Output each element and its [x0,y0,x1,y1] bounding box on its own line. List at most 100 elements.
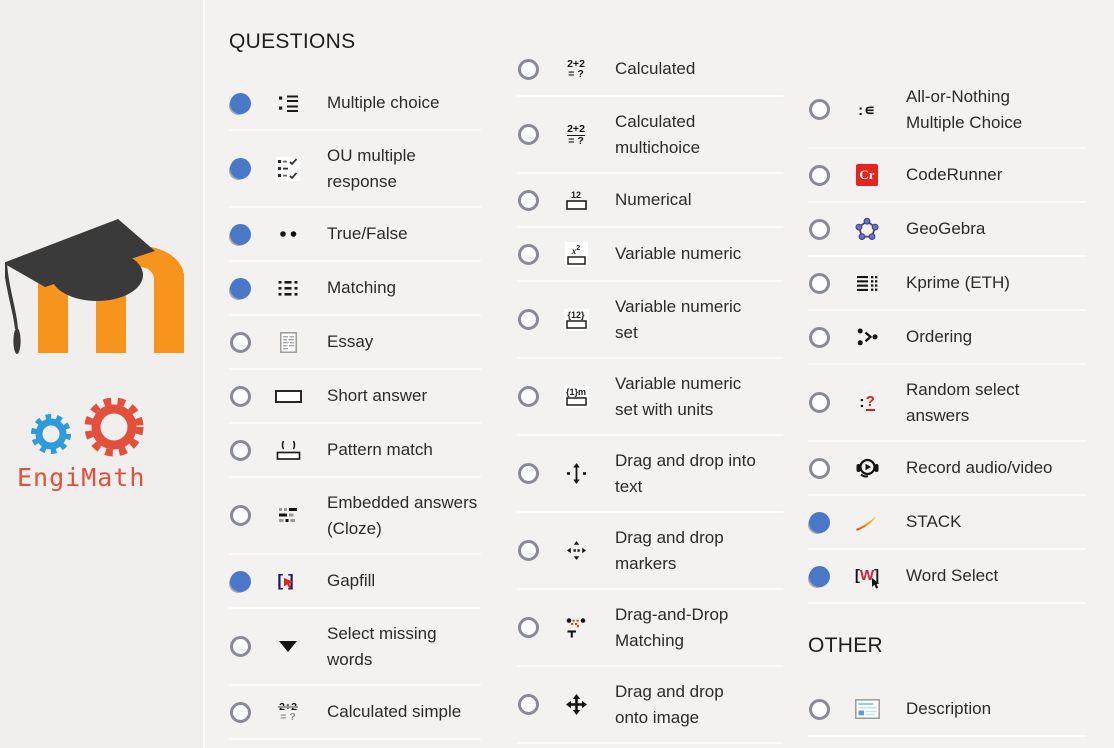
radio-pattern-match[interactable] [230,439,251,461]
question-type-label[interactable]: Drag and drop into text [615,450,756,496]
question-type-label[interactable]: GeoGebra [906,219,986,238]
question-type-label[interactable]: Essay [327,332,374,351]
question-type-label[interactable]: Record audio/video [906,458,1053,477]
question-type-label[interactable]: OU multiple response [327,145,416,191]
radio-variable-numeric-set-with-units[interactable] [518,386,539,407]
radio-all-or-nothing-multiple-choice[interactable] [809,99,830,120]
question-type-row-gapfill[interactable]: [] Gapfill [229,555,481,609]
question-type-label[interactable]: Matching [327,278,396,297]
question-type-row-true-false[interactable]: True/False [229,208,481,262]
radio-drag-and-drop-onto-image[interactable] [518,694,539,715]
question-type-label[interactable]: STACK [906,512,962,531]
question-type-row-record-audio-video[interactable]: Record audio/video [808,442,1086,496]
question-type-label[interactable]: All-or-Nothing Multiple Choice [906,86,1023,132]
question-type-row-kprime-eth[interactable]: Kprime (ETH) [808,257,1086,311]
radio-kprime-eth[interactable] [809,272,830,294]
radio-drag-and-drop-into-text[interactable] [518,463,539,484]
question-type-label[interactable]: True/False [327,224,408,243]
question-type-row-drag-and-drop-matching[interactable]: Drag-and-Drop Matching [517,590,783,667]
question-type-row-geogebra[interactable]: GeoGebra [808,203,1086,257]
question-type-row-pattern-match[interactable]: Pattern match [229,424,481,478]
question-type-label[interactable]: Calculated multichoice [615,111,701,157]
question-type-label[interactable]: Calculated [615,59,696,78]
question-type-label[interactable]: Pattern match [327,440,433,459]
radio-stack-selected[interactable] [809,511,830,533]
radio-record-audio-video[interactable] [809,457,830,479]
question-type-row-ordering[interactable]: Ordering [808,311,1086,365]
question-type-row-matching[interactable]: Matching [229,262,481,316]
question-type-row-select-missing-words[interactable]: Select missing words [229,609,481,686]
question-type-label[interactable]: Gapfill [327,571,376,590]
radio-drag-and-drop-matching[interactable] [518,617,539,638]
description-icon [853,695,881,723]
question-type-row-variable-numeric-set-with-units[interactable]: {1}m Variable numeric set with units [517,359,783,436]
question-type-label[interactable]: Numerical [615,190,692,209]
question-type-label[interactable]: Drag and drop onto image [615,681,724,727]
engimath-wordmark: EngiMath [17,463,146,492]
radio-drag-and-drop-markers[interactable] [518,540,539,561]
radio-true-false-selected[interactable] [230,223,251,245]
numerical-icon: 12 [562,186,590,214]
radio-multiple-choice-selected[interactable] [230,92,251,114]
question-type-row-all-or-nothing-multiple-choice[interactable]: :∊ All-or-Nothing Multiple Choice [808,72,1086,149]
question-type-row-drag-and-drop-onto-image[interactable]: Drag and drop onto image [517,667,783,744]
question-type-row-multiple-choice[interactable]: Multiple choice [229,77,481,131]
question-type-row-variable-numeric[interactable]: x2 Variable numeric [517,228,783,282]
question-type-label[interactable]: Variable numeric [615,244,742,263]
question-type-label[interactable]: Word Select [906,566,999,585]
question-type-label[interactable]: CodeRunner [906,165,1003,184]
question-type-row-calculated[interactable]: 2+2 = ? Calculated [517,43,783,97]
radio-embedded-answers-cloze[interactable] [230,505,251,526]
question-type-label[interactable]: Random select answers [906,379,1020,425]
radio-calculated[interactable] [518,58,539,80]
question-type-row-short-answer[interactable]: Short answer [229,370,481,424]
question-type-label[interactable]: Variable numeric set [615,296,742,342]
question-type-row-numerical[interactable]: 12 Numerical [517,174,783,228]
radio-matching-selected[interactable] [230,277,251,299]
radio-calculated-simple[interactable] [230,701,251,723]
gapfill-icon: [] [274,567,302,595]
question-type-row-word-select[interactable]: [W] Word Select [808,550,1086,604]
question-type-row-random-select-answers[interactable]: :? Random select answers [808,365,1086,442]
question-type-row-variable-numeric-set[interactable]: {12} Variable numeric set [517,282,783,359]
question-type-row-calculated-multichoice[interactable]: 2+2 = ? Calculated multichoice [517,97,783,174]
question-type-label[interactable]: Kprime (ETH) [906,273,1010,292]
radio-word-select-selected[interactable] [809,565,830,587]
radio-numerical[interactable] [518,189,539,211]
question-type-label[interactable]: Multiple choice [327,93,440,112]
question-type-label[interactable]: Variable numeric set with units [615,373,742,419]
question-type-label[interactable]: Calculated simple [327,702,462,721]
radio-geogebra[interactable] [809,218,830,240]
question-type-label[interactable]: Short answer [327,386,428,405]
radio-select-missing-words[interactable] [230,636,251,657]
radio-coderunner[interactable] [809,164,830,186]
question-type-row-embedded-answers-cloze[interactable]: Embedded answers (Cloze) [229,478,481,555]
question-type-row-coderunner[interactable]: Cr CodeRunner [808,149,1086,203]
question-type-label[interactable]: Description [906,699,992,718]
radio-description[interactable] [809,698,830,720]
radio-ordering[interactable] [809,326,830,348]
question-type-label[interactable]: Select missing words [327,623,437,669]
radio-random-select-answers[interactable] [809,392,830,413]
question-type-label[interactable]: Drag and drop markers [615,527,724,573]
questions-column-2: 2+2 = ? Calculated 2+2 = ? Calculated multicho… [517,43,783,744]
question-type-label[interactable]: Embedded answers (Cloze) [327,492,478,538]
question-type-row-ou-multiple-response[interactable]: OU multiple response [229,131,481,208]
radio-short-answer[interactable] [230,385,251,407]
question-type-label[interactable]: Drag-and-Drop Matching [615,604,729,650]
radio-variable-numeric-set[interactable] [518,309,539,330]
question-type-label[interactable]: Ordering [906,327,973,346]
question-type-row-stack[interactable]: STACK [808,496,1086,550]
radio-ou-multiple-response-selected[interactable] [230,158,251,179]
question-type-row-drag-and-drop-into-text[interactable]: Drag and drop into text [517,436,783,513]
question-type-row-calculated-simple[interactable]: 2+2 = ? Calculated simple [229,686,481,740]
matching-icon [274,274,302,302]
radio-gapfill-selected[interactable] [230,570,251,592]
geogebra-icon [853,215,881,243]
question-type-row-drag-and-drop-markers[interactable]: Drag and drop markers [517,513,783,590]
question-type-row-description[interactable]: Description [808,683,1086,737]
radio-calculated-multichoice[interactable] [518,124,539,145]
question-type-row-essay[interactable]: Essay [229,316,481,370]
radio-essay[interactable] [230,331,251,353]
radio-variable-numeric[interactable] [518,243,539,265]
